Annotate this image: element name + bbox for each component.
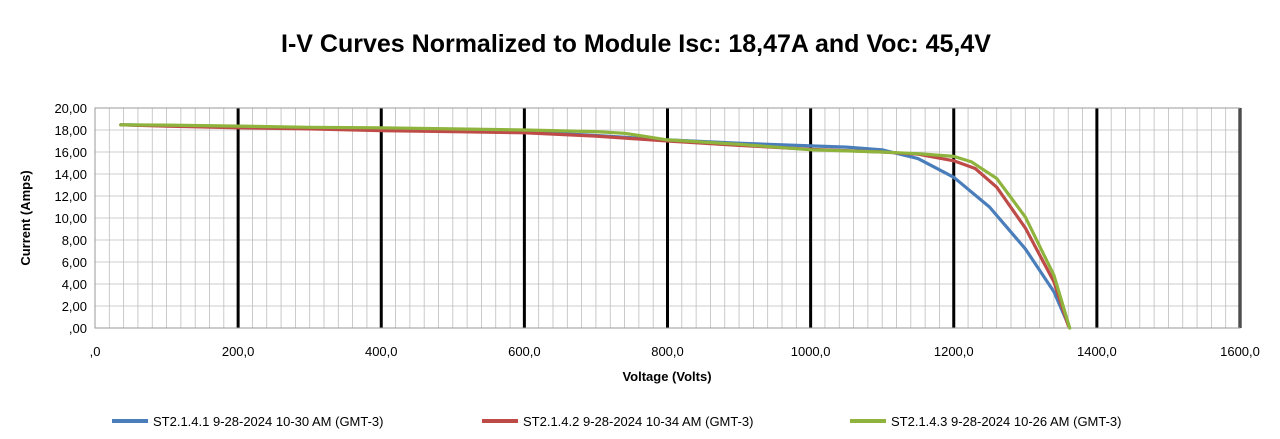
- y-tick-labels: 20,00 18,00 16,00 14,00 12,00 10,00 8,00 6,00 4,…: [54, 101, 87, 336]
- y-tick-label: 20,00: [54, 101, 87, 116]
- series-line-3: [119, 123, 1072, 330]
- y-axis-label: Current (Amps): [18, 170, 33, 265]
- series-layer: [119, 123, 1072, 330]
- y-tick-label: 14,00: [54, 167, 87, 182]
- x-tick-label: 1200,0: [934, 344, 974, 359]
- legend-label-3: ST2.1.4.3 9-28-2024 10-26 AM (GMT-3): [891, 414, 1122, 429]
- y-tick-label: 16,00: [54, 145, 87, 160]
- y-tick-label: 4,00: [62, 277, 87, 292]
- x-tick-label: ,0: [90, 344, 101, 359]
- y-tick-label: 8,00: [62, 233, 87, 248]
- y-tick-label: ,00: [69, 321, 87, 336]
- x-tick-label: 800,0: [651, 344, 684, 359]
- x-tick-label: 1000,0: [791, 344, 831, 359]
- x-tick-labels: ,0 200,0 400,0 600,0 800,0 1000,0 1200,0 1400,0…: [90, 344, 1260, 359]
- y-tick-label: 10,00: [54, 211, 87, 226]
- y-tick-label: 2,00: [62, 299, 87, 314]
- x-tick-label: 400,0: [365, 344, 398, 359]
- y-tick-label: 18,00: [54, 123, 87, 138]
- x-tick-label: 1600,0: [1220, 344, 1260, 359]
- y-tick-label: 12,00: [54, 189, 87, 204]
- plot-area-border: [94, 107, 1241, 329]
- x-tick-label: 200,0: [222, 344, 255, 359]
- chart-title: I-V Curves Normalized to Module Isc: 18,…: [281, 30, 991, 58]
- y-tick-label: 6,00: [62, 255, 87, 270]
- x-tick-label: 1400,0: [1077, 344, 1117, 359]
- x-tick-label: 600,0: [508, 344, 541, 359]
- legend: ST2.1.4.1 9-28-2024 10-30 AM (GMT-3) ST2.…: [112, 414, 1122, 429]
- legend-label-2: ST2.1.4.2 9-28-2024 10-34 AM (GMT-3): [523, 414, 754, 429]
- x-axis-label: Voltage (Volts): [622, 369, 711, 384]
- legend-label-1: ST2.1.4.1 9-28-2024 10-30 AM (GMT-3): [153, 414, 384, 429]
